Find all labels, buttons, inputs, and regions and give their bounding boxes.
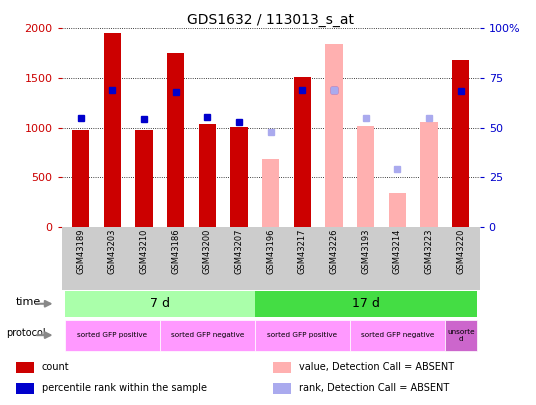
Text: unsorte
d: unsorte d [447, 328, 474, 342]
Text: GSM43196: GSM43196 [266, 229, 275, 274]
Text: 7 d: 7 d [150, 297, 170, 310]
Text: GSM43200: GSM43200 [203, 229, 212, 274]
Text: sorted GFP positive: sorted GFP positive [77, 332, 147, 338]
Bar [16, 362, 34, 373]
Bar [135, 130, 153, 227]
Bar [420, 122, 438, 227]
Bar [16, 383, 34, 394]
Text: GSM43203: GSM43203 [108, 229, 117, 274]
Bar [262, 159, 279, 227]
Bar [350, 320, 445, 351]
Text: sorted GFP negative: sorted GFP negative [361, 332, 434, 338]
Text: GSM43189: GSM43189 [76, 229, 85, 274]
Bar [72, 130, 90, 227]
Text: rank, Detection Call = ABSENT: rank, Detection Call = ABSENT [299, 383, 449, 393]
Bar [167, 53, 184, 227]
Bar [325, 44, 343, 227]
Bar [452, 60, 470, 227]
Bar [199, 124, 216, 227]
Text: count: count [42, 362, 69, 372]
Text: GSM43214: GSM43214 [393, 229, 402, 274]
Bar [357, 126, 375, 227]
Text: GSM43217: GSM43217 [298, 229, 307, 274]
Bar [294, 77, 311, 227]
Text: sorted GFP positive: sorted GFP positive [267, 332, 338, 338]
Bar [389, 193, 406, 227]
Text: GSM43210: GSM43210 [139, 229, 148, 274]
Bar [273, 362, 291, 373]
Text: GSM43186: GSM43186 [171, 229, 180, 274]
Bar [255, 320, 350, 351]
Text: time: time [16, 297, 41, 307]
Bar [230, 127, 248, 227]
Bar [273, 383, 291, 394]
Text: 17 d: 17 d [352, 297, 379, 310]
Text: protocol: protocol [6, 328, 46, 339]
Text: sorted GFP negative: sorted GFP negative [170, 332, 244, 338]
Text: percentile rank within the sample: percentile rank within the sample [42, 383, 206, 393]
Bar [65, 291, 255, 317]
Text: GSM43207: GSM43207 [235, 229, 243, 274]
Bar [160, 320, 255, 351]
Bar [255, 291, 477, 317]
Bar [65, 320, 160, 351]
Text: value, Detection Call = ABSENT: value, Detection Call = ABSENT [299, 362, 454, 372]
Title: GDS1632 / 113013_s_at: GDS1632 / 113013_s_at [187, 13, 354, 27]
Text: GSM43226: GSM43226 [330, 229, 339, 274]
Text: GSM43193: GSM43193 [361, 229, 370, 274]
Bar [445, 320, 477, 351]
Text: GSM43220: GSM43220 [456, 229, 465, 274]
Text: GSM43223: GSM43223 [425, 229, 434, 274]
Bar [103, 33, 121, 227]
